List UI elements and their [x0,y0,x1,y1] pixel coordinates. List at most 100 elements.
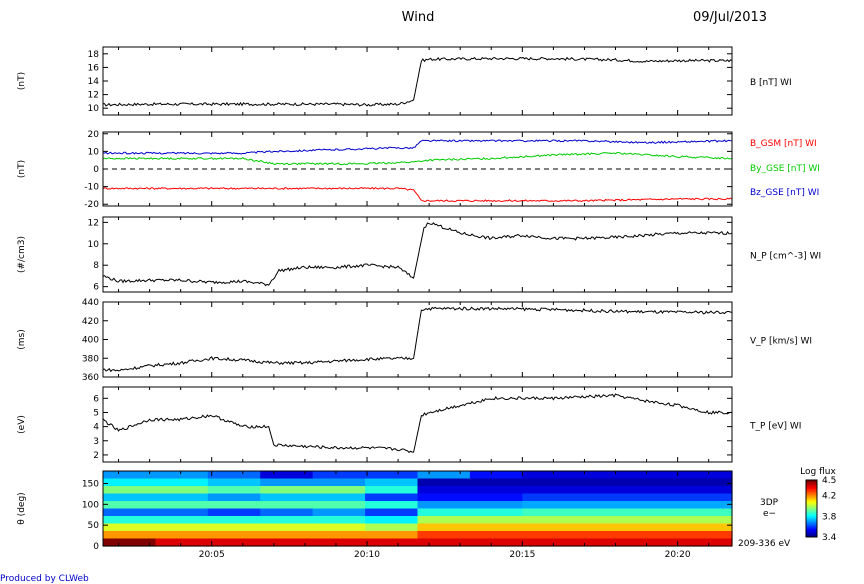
series-line [102,151,733,166]
heatmap-cell [103,486,157,495]
series-line [102,56,733,107]
heatmap-cell [155,516,209,525]
colorbar-step [806,519,817,522]
heatmap-cell [155,531,209,540]
heatmap-cell [312,486,366,495]
heatmap-cell [679,471,733,480]
x-tick-label: 20:10 [354,550,380,560]
colorbar-step [806,521,817,524]
heatmap-cell [312,493,366,502]
x-tick-label: 20:05 [199,550,225,560]
heatmap-cell [417,508,471,517]
heatmap-cell [260,471,314,480]
heatmap-cell [469,538,523,547]
y-axis-label: (nT) [17,72,27,90]
heatmap-cell [155,508,209,517]
heatmap-cell [155,538,209,547]
heatmap-cell [312,531,366,540]
heatmap-cell [522,486,576,495]
heatmap-cell [312,501,366,510]
colorbar-step [806,488,817,491]
heatmap-cell [469,478,523,487]
heatmap-cell [627,508,681,517]
heatmap-cell [155,486,209,495]
heatmap-cell [679,508,733,517]
heatmap-cell [417,516,471,525]
y-axis-label: (nT) [17,160,27,178]
heatmap-cell [103,471,157,480]
panel-3: N_P [cm^-3] WI 6 8 10 12 (#/cm3) [17,216,821,293]
figure-title: Wind [402,10,435,25]
colorbar-step [806,501,817,504]
colorbar-step [806,507,817,509]
heatmap-cell [574,538,628,547]
heatmap-cell [365,493,419,502]
heatmap-cell [627,531,681,540]
x-tick-label: 20:20 [665,550,691,560]
heatmap-cell [522,531,576,540]
colorbar-step [806,485,817,488]
heatmap-cell [417,531,471,540]
panel-4: V_P [km/s] WI 360 380 400 420 440 (ms) [17,298,812,383]
y-tick-label: 20 [88,130,100,140]
y-tick-label: 6 [93,283,99,293]
heatmap-cell [417,478,471,487]
heatmap-cell [103,508,157,517]
heatmap-cell [103,516,157,525]
y-tick-label: 12 [88,218,99,228]
heatmap-cell [469,508,523,517]
heatmap-cell [522,493,576,502]
y-tick-label: 14 [88,77,100,87]
y-tick-label: 150 [82,480,99,490]
heatmap-cell [627,516,681,525]
heatmap-cell [574,516,628,525]
colorbar-step [806,531,817,534]
colorbar-step [806,534,817,537]
heatmap-cell [365,516,419,525]
heatmap-cell [312,523,366,532]
heatmap-cell [207,501,261,510]
heatmap-cell [312,508,366,517]
series-line [102,186,733,203]
series-label: Bz_GSE [nT] WI [750,188,819,198]
heatmap-cell [103,523,157,532]
y-axis-label: (eV) [17,415,27,434]
heatmap-cell [260,486,314,495]
heatmap-cell [574,471,628,480]
heatmap-cell [155,501,209,510]
heatmap-cell [469,471,523,480]
heatmap-cell [522,478,576,487]
heatmap-cell [207,523,261,532]
y-tick-label: 380 [82,354,99,364]
heatmap-cell [312,478,366,487]
heatmap-cell [469,531,523,540]
colorbar-step [806,532,817,535]
panel-frame [102,470,733,547]
x-tick-label: 20:15 [509,550,535,560]
heatmap-cell [574,486,628,495]
panel-1: B [nT] WI 10 12 14 16 18 (nT) [17,46,792,116]
series-label: By_GSE [nT] WI [750,164,820,174]
heatmap-cell [522,516,576,525]
heatmap-cell [155,471,209,480]
series-line [102,393,733,454]
y-tick-label: 10 [88,147,100,157]
heatmap-cell [365,523,419,532]
series-label: B_GSM [nT] WI [750,139,817,149]
heatmap-cell [312,538,366,547]
heatmap-cell [260,538,314,547]
heatmap-cell [260,493,314,502]
heatmap-cell [155,478,209,487]
colorbar-step [806,528,817,531]
y-tick-label: 100 [82,500,99,510]
heatmap-cell [155,523,209,532]
heatmap-cell [365,538,419,547]
heatmap-cell [103,493,157,502]
panel-frame [102,301,733,378]
heatmap-cell [679,501,733,510]
heatmap-cell [679,523,733,532]
colorbar-tick-label: 3.8 [822,512,837,522]
colorbar-step [806,522,817,525]
y-tick-label: 400 [82,336,99,346]
